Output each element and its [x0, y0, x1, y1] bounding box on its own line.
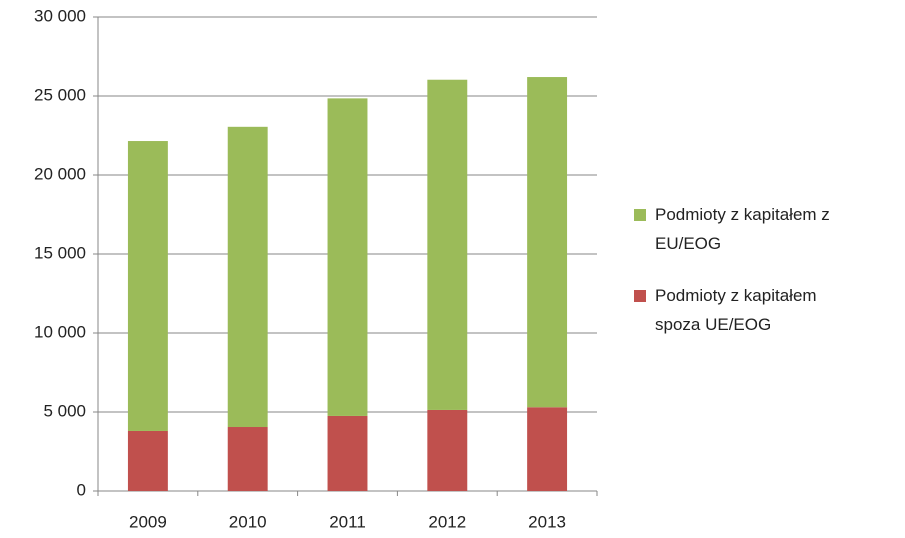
- y-tick-label: 0: [77, 480, 86, 499]
- bar: [127, 141, 168, 431]
- x-tick-label: 2011: [329, 512, 366, 531]
- x-tick-label: 2009: [129, 512, 167, 531]
- y-tick-label: 20 000: [34, 164, 86, 183]
- legend-label: Podmioty z kapitałem spoza UE/EOG: [655, 286, 817, 334]
- legend-item: Podmioty z kapitałem z EU/EOG: [634, 200, 874, 258]
- x-tick-label: 2010: [229, 512, 267, 531]
- y-tick-label: 10 000: [34, 322, 86, 341]
- bar: [427, 409, 468, 491]
- bar: [227, 126, 268, 428]
- bar: [427, 79, 468, 410]
- bar: [227, 427, 268, 491]
- bar: [527, 77, 568, 408]
- legend-swatch: [634, 290, 646, 302]
- legend-item: Podmioty z kapitałem spoza UE/EOG: [634, 281, 874, 339]
- y-tick-label: 5 000: [43, 401, 86, 420]
- y-tick-label: 30 000: [34, 6, 86, 25]
- bar: [327, 415, 368, 491]
- bar: [327, 98, 368, 416]
- x-tick-label: 2012: [428, 512, 466, 531]
- y-tick-label: 15 000: [34, 243, 86, 262]
- x-tick-label: 2013: [528, 512, 566, 531]
- bar: [127, 430, 168, 491]
- bar: [527, 407, 568, 491]
- y-tick-label: 25 000: [34, 85, 86, 104]
- legend-label: Podmioty z kapitałem z EU/EOG: [655, 205, 830, 253]
- legend-swatch: [634, 209, 646, 221]
